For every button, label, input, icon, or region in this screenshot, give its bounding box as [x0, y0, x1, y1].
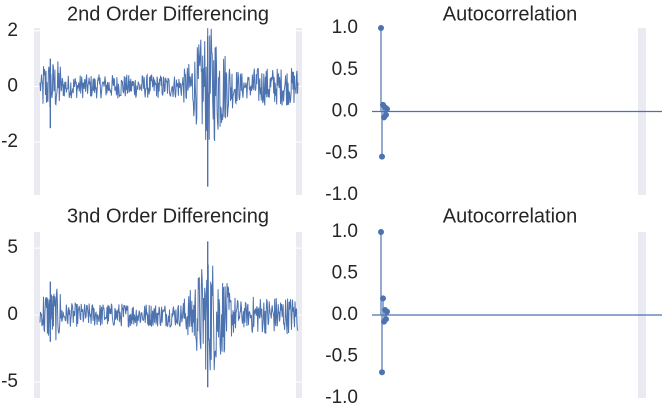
series-line: [39, 264, 299, 371]
y-tick-label: 2: [7, 20, 18, 41]
acf-marker: [378, 229, 384, 235]
acf-marker: [384, 105, 390, 112]
y-tick-label: 0.5: [332, 59, 358, 80]
plot-area: [40, 28, 296, 195]
y-tick-label: -1.0: [325, 387, 358, 408]
y-tick-label: -1.0: [325, 184, 358, 205]
subplot-title: Autocorrelation: [443, 3, 578, 25]
acf-marker: [380, 295, 386, 302]
acf-marker: [384, 308, 390, 315]
acf-marker: [383, 111, 389, 118]
y-tick-label: 0: [7, 75, 18, 96]
y-tick-label: 1.0: [332, 221, 358, 242]
y-tick-label: -0.5: [325, 142, 358, 163]
y-tick-label: 0.0: [332, 101, 358, 122]
subplot-2: 1.0 0.5 0.0 -0.5 -1.0 Autocorrelation: [325, 3, 662, 205]
subplot-4: 1.0 0.5 0.0 -0.5 -1.0 Autocorrelation: [325, 205, 662, 408]
y-tick-label: -5: [1, 371, 18, 392]
y-tick-label: 0: [7, 304, 18, 325]
y-tick-label: -2: [1, 131, 18, 152]
subplot-title: 2nd Order Differencing: [67, 3, 269, 25]
acf-marker: [379, 369, 385, 376]
acf-marker: [378, 25, 384, 31]
subplot-title: 3nd Order Differencing: [67, 205, 269, 227]
series-line: [39, 28, 299, 141]
acf-marker: [383, 316, 389, 323]
y-tick-label: 0.0: [332, 304, 358, 325]
subplot-1: 2 0 -2 2nd Order Differencing: [1, 3, 302, 195]
y-tick-label: 5: [7, 237, 18, 258]
y-tick-label: 0.5: [332, 263, 358, 284]
acf-marker: [379, 153, 385, 160]
y-tick-label: 1.0: [332, 17, 358, 38]
y-tick-label: -0.5: [325, 346, 358, 367]
subplot-3: 5 0 -5 3nd Order Differencing: [1, 205, 302, 398]
subplot-title: Autocorrelation: [443, 205, 578, 227]
